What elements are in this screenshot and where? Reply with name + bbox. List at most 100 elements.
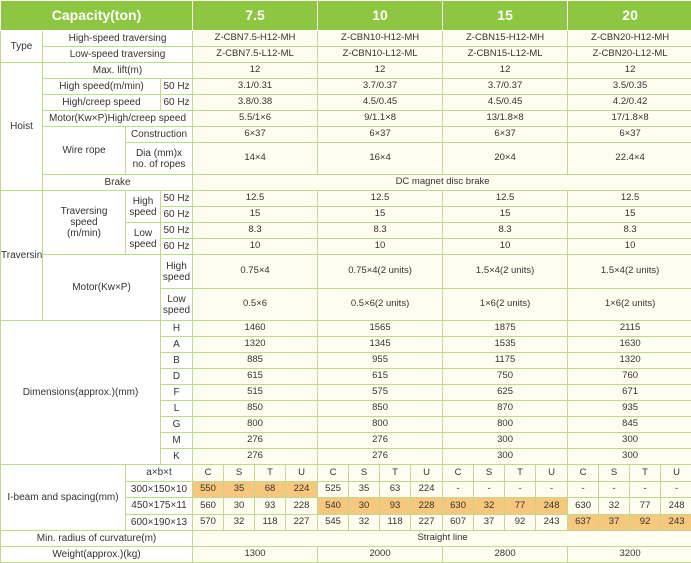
value-cell: -	[443, 481, 474, 498]
cell-text: T	[392, 467, 398, 478]
value-cell: 3.7/0.37	[318, 79, 443, 95]
cell-text: DC magnet disc brake	[396, 176, 490, 187]
cell-text: -	[581, 483, 584, 494]
cell-text: 615	[372, 370, 388, 381]
cell-text: Construction	[131, 129, 187, 140]
cell-text: Max. lift(m)	[93, 65, 142, 76]
cell-text: 750	[497, 370, 513, 381]
row-label: 60 Hz	[161, 207, 193, 223]
value-cell: 760	[568, 369, 691, 385]
cell-text: 227	[294, 516, 310, 527]
cell-text: High-speed traversing	[69, 33, 167, 44]
cell-text: 630	[575, 500, 591, 511]
cell-text: Z-CBN10-H12-MH	[341, 32, 419, 43]
cell-text: K	[173, 451, 180, 462]
cell-text: 6×37	[494, 128, 515, 139]
cell-text: 10	[372, 7, 388, 23]
value-cell: 63	[380, 481, 411, 498]
value-cell: 800	[443, 417, 568, 433]
value-cell: 1.5×4(2 units)	[443, 255, 568, 289]
value-cell: 224	[286, 481, 318, 498]
value-cell: 1175	[443, 353, 568, 369]
cell-text: 35	[359, 483, 370, 494]
value-cell: 0.5×6(2 units)	[318, 289, 443, 321]
value-cell: 1320	[568, 353, 691, 369]
row-label: 50 Hz	[161, 223, 193, 239]
cell-text: 1.5×4(2 units)	[601, 265, 659, 276]
cell-text: S	[236, 467, 242, 478]
cell-text: Z-CBN20-L12-ML	[593, 48, 668, 59]
value-cell: 3200	[568, 547, 691, 563]
value-cell: 3.7/0.37	[443, 79, 568, 95]
cell-text: 10	[625, 240, 636, 251]
value-cell: Straight line	[193, 531, 691, 547]
cell-text: 570	[200, 516, 216, 527]
value-cell: 2000	[318, 547, 443, 563]
row-label: 450×175×11	[126, 498, 193, 515]
cell-text: High speed(m/min)	[59, 81, 143, 92]
cell-text: C	[580, 467, 587, 478]
cell-text: 1630	[620, 338, 641, 349]
value-cell: 92	[505, 514, 536, 531]
value-cell: 955	[318, 353, 443, 369]
row-label: F	[161, 385, 193, 401]
value-cell: 3.5/0.35	[568, 79, 691, 95]
cell-text: 3.8/0.38	[238, 96, 272, 107]
value-cell: 32	[599, 498, 630, 515]
cell-text: 12	[375, 64, 386, 75]
value-cell: 935	[568, 401, 691, 417]
value-cell: 10	[193, 239, 318, 255]
value-cell: 1320	[193, 337, 318, 353]
cell-text: speed	[163, 305, 190, 316]
cell-text: a×b×t	[146, 467, 172, 478]
value-cell: 1×6(2 units)	[443, 289, 568, 321]
value-cell: 77	[505, 498, 536, 515]
row-label: High/creep speed	[43, 95, 161, 111]
cell-text: 0.75×4(2 units)	[348, 265, 412, 276]
cell-text: 37	[484, 516, 495, 527]
cell-text: 515	[247, 386, 263, 397]
cell-text: 3.7/0.37	[488, 80, 522, 91]
cell-text: Motor(Kw×P)	[72, 282, 131, 293]
column-label: S	[474, 465, 505, 482]
value-cell: 300	[443, 449, 568, 465]
cell-text: 13/1.8×8	[486, 112, 523, 123]
value-cell: 15	[568, 207, 691, 223]
cell-text: T	[267, 467, 273, 478]
value-cell: 10	[568, 239, 691, 255]
cell-text: L	[174, 403, 180, 414]
row-label: Weight(approx.)(kg)	[1, 547, 193, 563]
cell-text: M	[172, 435, 180, 446]
cell-text: 3.7/0.37	[363, 80, 397, 91]
cell-text: Low	[134, 228, 152, 239]
cell-text: Traversing	[61, 206, 108, 217]
value-cell: 625	[443, 385, 568, 401]
cell-text: T	[517, 467, 523, 478]
row-label: 300×150×10	[126, 481, 193, 498]
cell-text: 550	[200, 483, 216, 494]
cell-text: I-beam and spacing(mm)	[7, 492, 118, 503]
cell-text: 8.3	[498, 224, 511, 235]
column-label: T	[380, 465, 411, 482]
cell-text: 3.5/0.35	[613, 80, 647, 91]
value-cell: 276	[193, 433, 318, 449]
cell-text: 630	[450, 500, 466, 511]
row-label: 600×190×13	[126, 514, 193, 531]
value-cell: 14×4	[193, 143, 318, 175]
cell-text: 63	[390, 483, 401, 494]
row-label: L	[161, 401, 193, 417]
cell-text: 540	[325, 500, 341, 511]
value-cell: 228	[286, 498, 318, 515]
value-cell: 35	[349, 481, 380, 498]
cell-text: 6×37	[619, 128, 640, 139]
value-cell: 248	[661, 498, 691, 515]
value-cell: 545	[318, 514, 349, 531]
value-cell: Z-CBN10-H12-MH	[318, 31, 443, 47]
value-cell: 1565	[318, 321, 443, 337]
cell-text: 68	[265, 483, 276, 494]
cell-text: Z-CBN20-H12-MH	[591, 32, 669, 43]
cell-text: 955	[372, 354, 388, 365]
